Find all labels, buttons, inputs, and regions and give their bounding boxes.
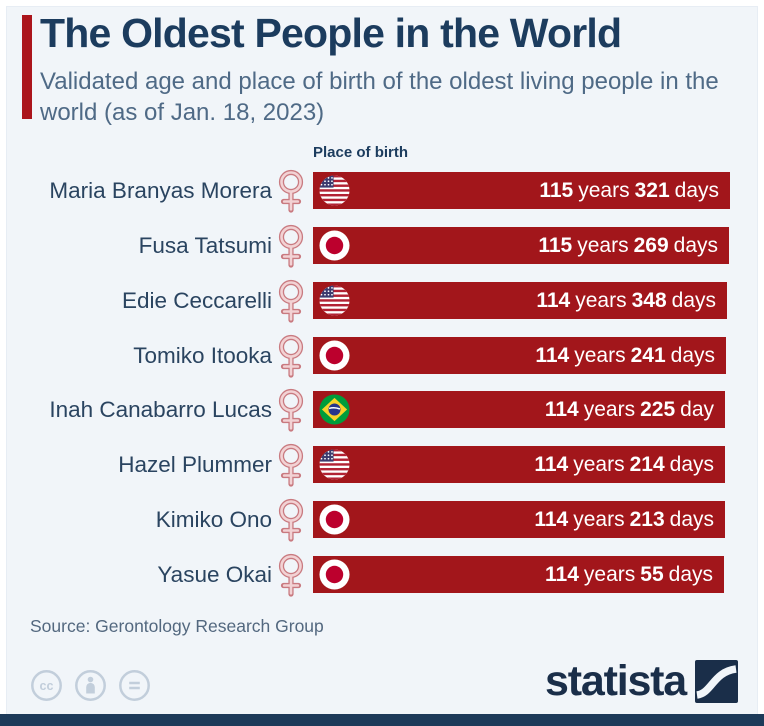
japan-flag-icon [319, 559, 350, 590]
female-icon [278, 553, 304, 597]
age-bar: 115 years 321 days [313, 172, 730, 209]
age-value: 114 years 55 days [545, 562, 713, 586]
age-value: 114 years 348 days [536, 288, 716, 312]
statista-logo[interactable]: statista [545, 660, 738, 703]
table-row: Yasue Okai 114 years 55 days [0, 553, 764, 597]
age-bar: 114 years 225 day [313, 391, 725, 428]
us-flag-icon [319, 175, 350, 206]
female-icon [278, 169, 304, 213]
japan-flag-icon [319, 230, 350, 261]
svg-text:cc: cc [40, 679, 54, 693]
person-name: Kimiko Ono [155, 507, 272, 532]
age-bar: 114 years 213 days [313, 501, 725, 538]
age-value: 114 years 213 days [534, 507, 714, 531]
age-bar: 114 years 55 days [313, 556, 724, 593]
us-flag-icon [319, 285, 350, 316]
age-value: 114 years 214 days [534, 452, 714, 476]
person-name: Yasue Okai [157, 562, 272, 587]
age-bar: 115 years 269 days [313, 227, 729, 264]
cc-attribution-icon[interactable] [74, 669, 107, 702]
table-row: Hazel Plummer 114 years 214 days [0, 443, 764, 487]
cc-icon[interactable]: cc [30, 669, 63, 702]
age-bar: 114 years 241 days [313, 337, 726, 374]
column-header-place-of-birth: Place of birth [313, 144, 409, 161]
statista-logo-mark [695, 660, 738, 703]
person-name: Tomiko Itooka [133, 343, 272, 368]
female-icon [278, 279, 304, 323]
age-value: 114 years 241 days [535, 343, 715, 367]
japan-flag-icon [319, 340, 350, 371]
age-value: 115 years 321 days [539, 178, 719, 202]
person-name: Fusa Tatsumi [138, 233, 272, 258]
statista-wordmark: statista [545, 657, 687, 705]
age-bar: 114 years 348 days [313, 282, 727, 319]
japan-flag-icon [319, 504, 350, 535]
table-row: Edie Ceccarelli 114 years 348 days [0, 279, 764, 323]
table-row: Tomiko Itooka 114 years 241 days [0, 334, 764, 378]
female-icon [278, 224, 304, 268]
source-text: Source: Gerontology Research Group [30, 616, 324, 636]
female-icon [278, 388, 304, 432]
age-bar: 114 years 214 days [313, 446, 725, 483]
table-row: Fusa Tatsumi 115 years 269 days [0, 224, 764, 268]
person-name: Maria Branyas Morera [49, 178, 272, 203]
page-subtitle: Validated age and place of birth of the … [40, 68, 719, 126]
cc-license-badges: cc [30, 669, 151, 702]
female-icon [278, 334, 304, 378]
table-row: Inah Canabarro Lucas 114 years 225 day [0, 388, 764, 432]
page-title: The Oldest People in the World [40, 10, 622, 56]
age-value: 115 years 269 days [538, 233, 718, 257]
title-accent-bar [22, 15, 32, 119]
person-name: Hazel Plummer [118, 452, 272, 477]
person-name: Edie Ceccarelli [121, 288, 272, 313]
female-icon [278, 443, 304, 487]
brazil-flag-icon [319, 394, 350, 425]
person-name: Inah Canabarro Lucas [49, 397, 272, 422]
age-value: 114 years 225 day [544, 397, 714, 421]
cc-nd-icon[interactable] [118, 669, 151, 702]
table-row: Kimiko Ono 114 years 213 days [0, 498, 764, 542]
footer-bar [0, 714, 764, 726]
female-icon [278, 498, 304, 542]
table-row: Maria Branyas Morera 115 years 321 days [0, 169, 764, 213]
us-flag-icon [319, 449, 350, 480]
